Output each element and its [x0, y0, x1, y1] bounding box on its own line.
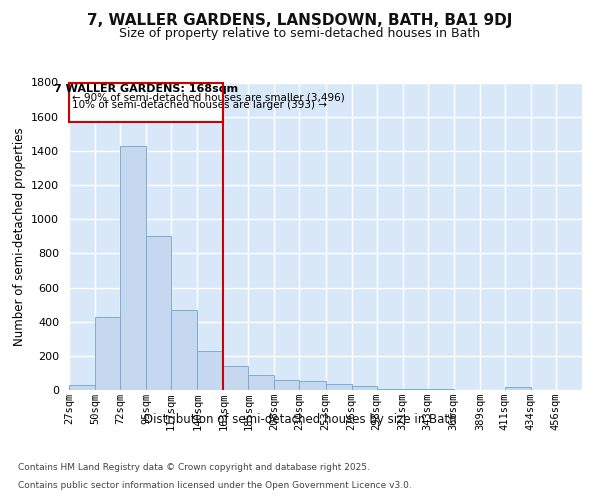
- Bar: [505, 388, 531, 390]
- Bar: [146, 236, 171, 390]
- Bar: [299, 382, 326, 390]
- Bar: [171, 310, 197, 390]
- Bar: [223, 366, 248, 390]
- Text: Distribution of semi-detached houses by size in Bath: Distribution of semi-detached houses by …: [143, 412, 457, 426]
- Bar: [352, 386, 377, 390]
- Text: 10% of semi-detached houses are larger (393) →: 10% of semi-detached houses are larger (…: [73, 100, 328, 110]
- Text: Contains public sector information licensed under the Open Government Licence v3: Contains public sector information licen…: [18, 481, 412, 490]
- Bar: [274, 380, 299, 390]
- Y-axis label: Number of semi-detached properties: Number of semi-detached properties: [13, 127, 26, 346]
- Text: 7, WALLER GARDENS, LANSDOWN, BATH, BA1 9DJ: 7, WALLER GARDENS, LANSDOWN, BATH, BA1 9…: [88, 12, 512, 28]
- Bar: [197, 350, 223, 390]
- Text: Contains HM Land Registry data © Crown copyright and database right 2025.: Contains HM Land Registry data © Crown c…: [18, 464, 370, 472]
- Bar: [377, 389, 403, 390]
- Text: Size of property relative to semi-detached houses in Bath: Size of property relative to semi-detach…: [119, 28, 481, 40]
- Bar: [95, 316, 120, 390]
- Text: 7 WALLER GARDENS: 168sqm: 7 WALLER GARDENS: 168sqm: [54, 84, 238, 94]
- Text: ← 90% of semi-detached houses are smaller (3,496): ← 90% of semi-detached houses are smalle…: [73, 93, 345, 103]
- Bar: [69, 82, 223, 122]
- Bar: [120, 146, 146, 390]
- Bar: [326, 384, 352, 390]
- Bar: [248, 374, 274, 390]
- Bar: [69, 385, 95, 390]
